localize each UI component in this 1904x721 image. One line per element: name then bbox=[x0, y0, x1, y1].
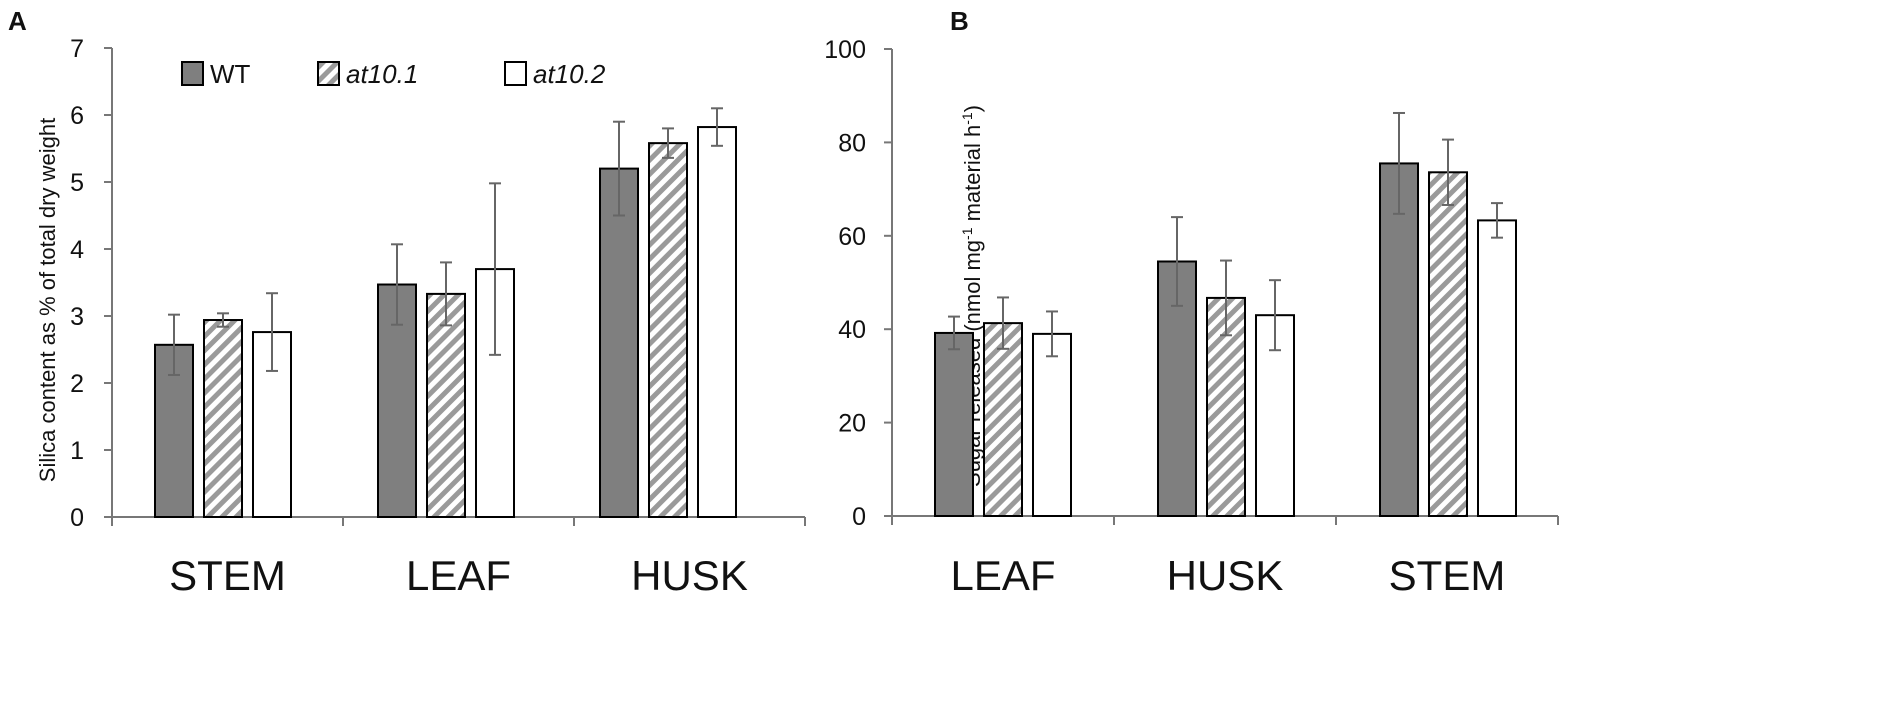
bar bbox=[599, 167, 639, 518]
bar bbox=[1206, 296, 1246, 518]
category-label: LEAF bbox=[406, 552, 511, 599]
bar bbox=[1032, 332, 1072, 517]
panel-a-bars bbox=[154, 107, 737, 519]
category-label: HUSK bbox=[631, 552, 748, 599]
bar bbox=[697, 126, 737, 518]
panel-b: B Sugar released (nmol mg-1 material h-1… bbox=[824, 6, 1559, 599]
y-tick-label: 20 bbox=[838, 410, 866, 438]
bar bbox=[983, 322, 1023, 517]
y-tick-label: 5 bbox=[70, 169, 84, 197]
panel-a-label: A bbox=[8, 6, 27, 36]
y-tick-label: 7 bbox=[70, 35, 84, 63]
legend-swatch bbox=[317, 61, 340, 86]
legend-swatch bbox=[504, 61, 527, 86]
legend-label: at10.2 bbox=[533, 59, 606, 89]
bar bbox=[1477, 219, 1517, 517]
bar bbox=[648, 142, 688, 518]
y-tick-label: 100 bbox=[824, 36, 866, 64]
panel-a: A Silica content as % of total dry weigh… bbox=[8, 6, 806, 599]
bar bbox=[377, 283, 417, 519]
y-tick-label: 1 bbox=[70, 437, 84, 465]
bar bbox=[203, 319, 243, 518]
bar bbox=[426, 292, 466, 519]
category-label: STEM bbox=[169, 552, 286, 599]
category-label: LEAF bbox=[950, 552, 1055, 599]
y-tick-label: 0 bbox=[70, 504, 84, 532]
bar bbox=[934, 331, 974, 517]
panel-b-label: B bbox=[950, 6, 969, 36]
panel-a-y-axis-label: Silica content as % of total dry weight bbox=[35, 118, 60, 482]
panel-a-axes: 0 1 2 3 4 5 6 7 STEM LEAF HUSK bbox=[70, 35, 806, 599]
panel-b-bars bbox=[934, 111, 1517, 518]
category-label: HUSK bbox=[1167, 552, 1284, 599]
panel-a-legend: WT at10.1 at10.2 bbox=[181, 59, 606, 89]
y-tick-label: 40 bbox=[838, 316, 866, 344]
legend-label: at10.1 bbox=[346, 59, 418, 89]
y-tick-label: 2 bbox=[70, 370, 84, 398]
y-tick-label: 0 bbox=[852, 503, 866, 531]
y-tick-label: 4 bbox=[70, 236, 84, 264]
category-label: STEM bbox=[1389, 552, 1506, 599]
y-tick-label: 80 bbox=[838, 129, 866, 157]
legend-swatch bbox=[181, 61, 204, 86]
legend-label: WT bbox=[210, 59, 251, 89]
bar bbox=[1379, 162, 1419, 517]
y-tick-label: 60 bbox=[838, 223, 866, 251]
y-tick-label: 6 bbox=[70, 102, 84, 130]
bar bbox=[1428, 171, 1468, 517]
y-tick-label: 3 bbox=[70, 303, 84, 331]
